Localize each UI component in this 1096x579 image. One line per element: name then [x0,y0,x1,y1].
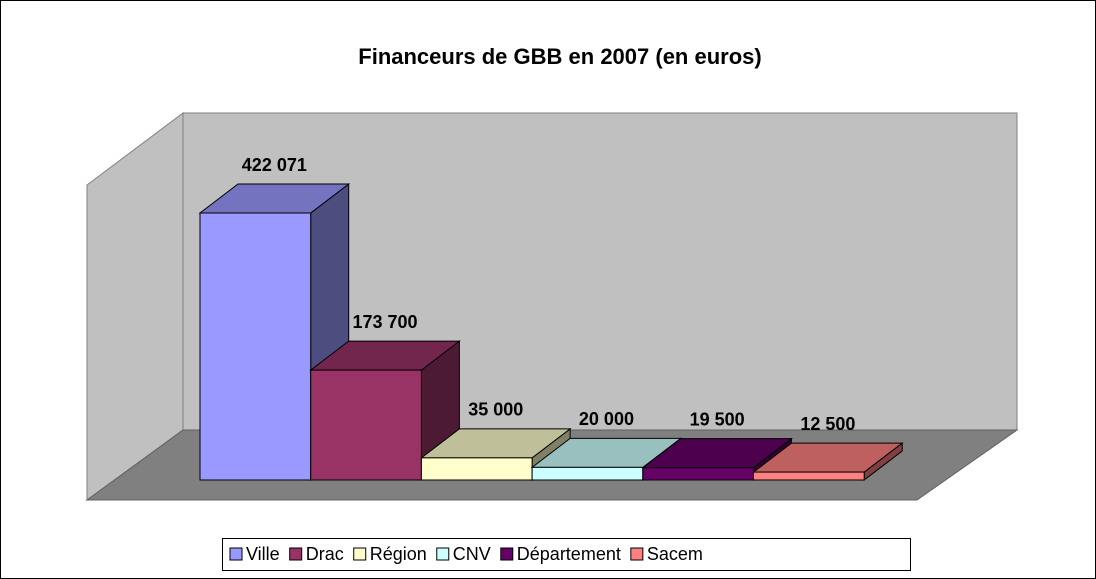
legend-label: Région [370,544,427,564]
bar [310,369,422,481]
bar [420,457,533,481]
bar [199,212,312,481]
legend-label: Ville [246,544,280,564]
data-label: 35 000 [468,400,523,420]
legend-swatch [353,547,367,561]
legend-label: Sacem [647,544,703,564]
legend-label: Drac [306,544,344,564]
bar [531,466,644,481]
data-label: 19 500 [690,409,745,429]
legend-label: CNV [453,544,491,564]
legend-swatch [289,547,303,561]
chart-title: Financeurs de GBB en 2007 (en euros) [358,44,761,69]
legend-swatch [500,547,514,561]
data-label: 12 500 [800,414,855,434]
bar [753,471,865,481]
legend-label: Département [517,544,621,564]
legend-swatch [229,547,243,561]
legend-swatch [436,547,450,561]
data-label: 173 700 [353,312,418,332]
data-label: 20 000 [579,409,634,429]
bar [642,467,754,481]
legend-swatch [630,547,644,561]
legend [222,538,911,571]
data-label: 422 071 [242,155,307,175]
